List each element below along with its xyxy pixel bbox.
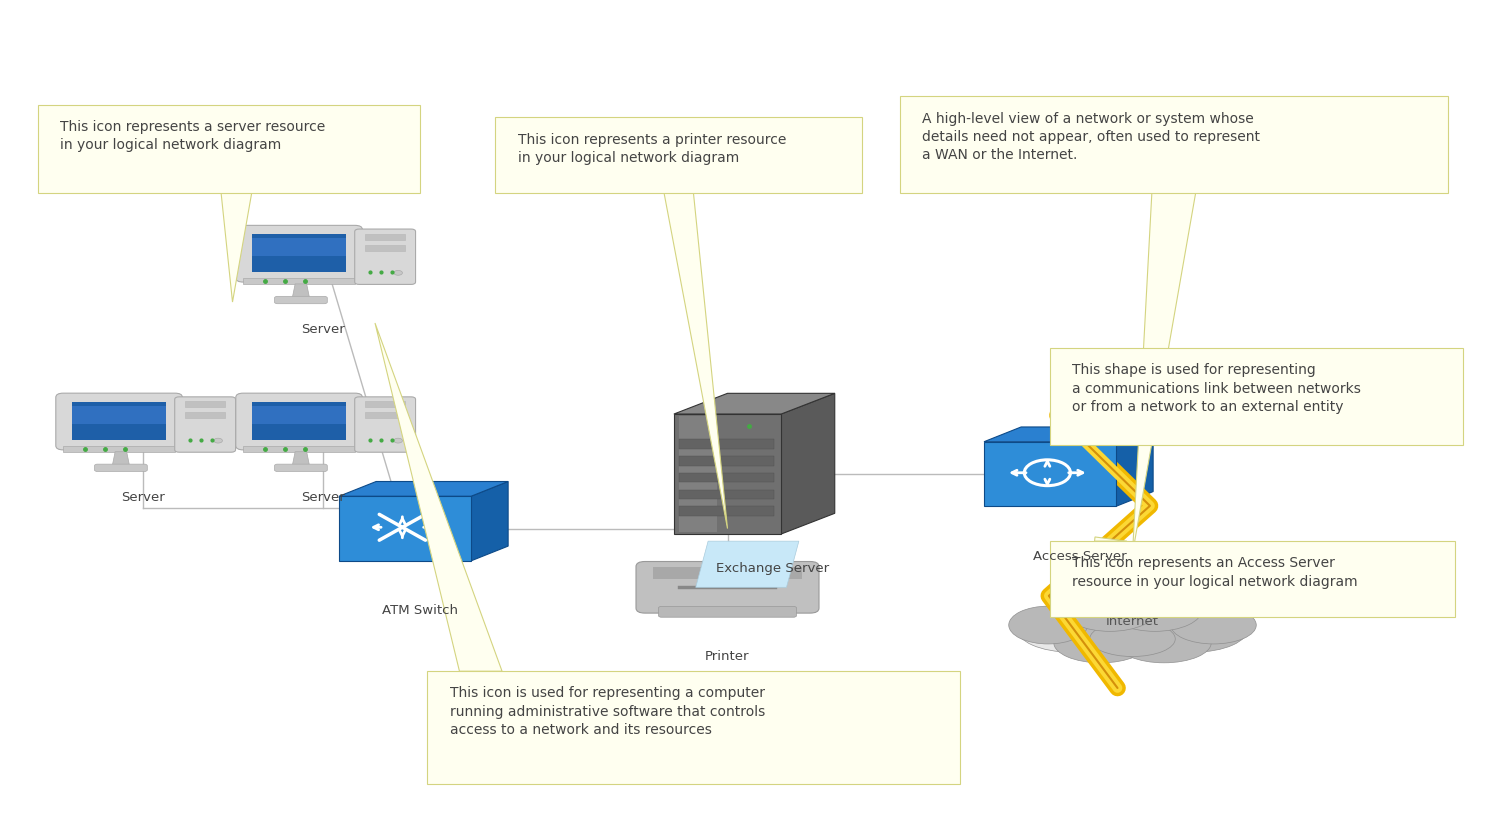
Polygon shape (112, 451, 129, 466)
Text: This icon represents a printer resource
in your logical network diagram: This icon represents a printer resource … (518, 133, 786, 165)
Text: A high-level view of a network or system whose
details need not appear, often us: A high-level view of a network or system… (922, 112, 1260, 163)
FancyBboxPatch shape (252, 234, 346, 272)
FancyBboxPatch shape (274, 464, 327, 472)
Text: Server: Server (300, 323, 345, 336)
Text: ATM Switch: ATM Switch (382, 604, 458, 617)
Circle shape (394, 438, 402, 443)
FancyBboxPatch shape (354, 229, 416, 284)
FancyBboxPatch shape (354, 397, 416, 452)
FancyBboxPatch shape (63, 446, 176, 451)
Text: Server: Server (300, 491, 345, 503)
Ellipse shape (1017, 604, 1125, 652)
Polygon shape (696, 541, 800, 587)
FancyBboxPatch shape (56, 393, 183, 450)
FancyBboxPatch shape (674, 414, 782, 534)
Circle shape (214, 438, 222, 443)
FancyBboxPatch shape (495, 117, 862, 193)
Ellipse shape (1140, 604, 1248, 652)
FancyBboxPatch shape (339, 496, 471, 560)
Polygon shape (375, 323, 502, 671)
FancyBboxPatch shape (427, 671, 960, 784)
FancyBboxPatch shape (1050, 541, 1455, 617)
FancyBboxPatch shape (680, 456, 774, 466)
Ellipse shape (1059, 589, 1206, 649)
FancyBboxPatch shape (680, 490, 774, 499)
FancyBboxPatch shape (366, 401, 405, 408)
FancyBboxPatch shape (366, 413, 405, 419)
Ellipse shape (1008, 606, 1088, 644)
FancyBboxPatch shape (236, 393, 363, 450)
FancyBboxPatch shape (900, 96, 1448, 193)
FancyBboxPatch shape (252, 237, 346, 256)
Polygon shape (1132, 193, 1196, 554)
Text: Internet: Internet (1106, 616, 1160, 628)
FancyBboxPatch shape (252, 405, 346, 424)
FancyBboxPatch shape (680, 416, 717, 532)
FancyBboxPatch shape (186, 413, 225, 419)
Ellipse shape (1107, 587, 1203, 632)
Ellipse shape (1116, 623, 1212, 663)
FancyBboxPatch shape (1050, 348, 1462, 445)
Text: This icon represents a server resource
in your logical network diagram: This icon represents a server resource i… (60, 120, 326, 153)
FancyBboxPatch shape (38, 105, 420, 193)
Text: Printer: Printer (705, 650, 750, 663)
FancyBboxPatch shape (243, 446, 356, 451)
Polygon shape (1095, 537, 1126, 541)
Ellipse shape (1089, 621, 1176, 656)
FancyBboxPatch shape (236, 226, 363, 282)
FancyBboxPatch shape (636, 561, 819, 613)
FancyBboxPatch shape (72, 402, 166, 440)
FancyBboxPatch shape (274, 296, 327, 304)
Ellipse shape (1170, 606, 1257, 644)
Text: Server: Server (120, 491, 165, 503)
Polygon shape (984, 427, 1154, 441)
Ellipse shape (1062, 587, 1158, 632)
FancyBboxPatch shape (366, 233, 405, 240)
Text: This icon represents an Access Server
resource in your logical network diagram: This icon represents an Access Server re… (1072, 556, 1358, 589)
FancyBboxPatch shape (72, 405, 166, 424)
FancyBboxPatch shape (186, 401, 225, 408)
Circle shape (394, 270, 402, 275)
Polygon shape (674, 393, 834, 414)
FancyBboxPatch shape (654, 566, 801, 579)
Polygon shape (292, 451, 309, 466)
FancyBboxPatch shape (678, 586, 777, 589)
FancyBboxPatch shape (984, 441, 1116, 507)
Ellipse shape (1053, 623, 1149, 663)
FancyBboxPatch shape (680, 507, 774, 516)
Polygon shape (292, 284, 309, 298)
Polygon shape (782, 393, 834, 534)
Polygon shape (664, 193, 728, 529)
FancyBboxPatch shape (243, 278, 356, 284)
FancyBboxPatch shape (680, 473, 774, 482)
FancyBboxPatch shape (366, 245, 405, 251)
Text: Access Server: Access Server (1034, 550, 1126, 562)
Polygon shape (339, 482, 508, 496)
Polygon shape (220, 193, 252, 302)
Polygon shape (471, 482, 509, 560)
FancyBboxPatch shape (680, 440, 774, 449)
FancyBboxPatch shape (252, 402, 346, 440)
Text: Exchange Server: Exchange Server (716, 562, 830, 575)
FancyBboxPatch shape (658, 607, 796, 618)
Polygon shape (1080, 387, 1462, 420)
FancyBboxPatch shape (174, 397, 236, 452)
Polygon shape (1116, 427, 1154, 507)
Text: This shape is used for representing
a communications link between networks
or fr: This shape is used for representing a co… (1072, 363, 1362, 414)
Text: This icon is used for representing a computer
running administrative software th: This icon is used for representing a com… (450, 686, 765, 737)
FancyBboxPatch shape (94, 464, 147, 472)
